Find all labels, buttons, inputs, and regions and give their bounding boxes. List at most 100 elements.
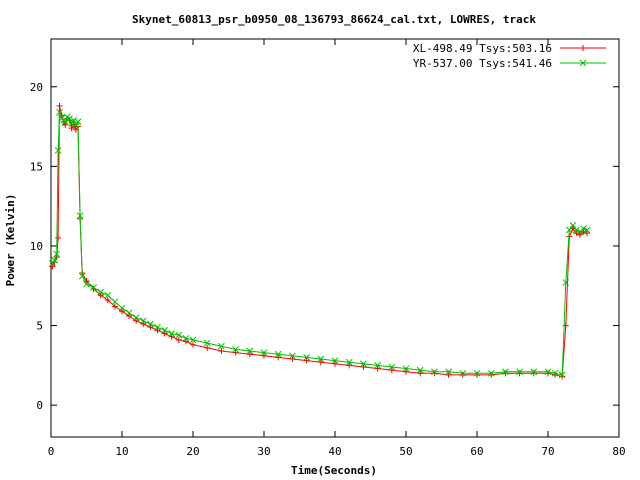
data-point [154,327,161,334]
y-tick-label: 20 [30,81,43,94]
data-point [569,221,577,229]
legend: XL-498.49 Tsys:503.16 YR-537.00 Tsys:541… [413,42,606,70]
data-point [49,263,56,270]
data-point [431,368,438,376]
data-point [53,250,61,258]
data-point [562,279,570,286]
x-tick-label: 20 [186,445,199,458]
series-yr [49,108,591,379]
x-tick-label: 60 [470,445,483,458]
data-point [303,357,310,364]
data-point [204,344,211,351]
data-point [360,363,367,370]
data-point [402,365,410,372]
data-point [289,355,296,362]
data-point [583,226,591,234]
data-point [111,298,119,306]
y-tick-label: 0 [36,399,43,412]
data-point [76,212,84,220]
data-point [558,371,566,379]
x-axis-label: Time(Seconds) [291,464,377,477]
data-point [445,371,452,378]
legend-label-xl: XL-498.49 Tsys:503.16 [413,42,552,55]
data-point [573,226,580,234]
data-point [132,314,140,321]
data-point [551,369,559,377]
data-point [417,370,424,377]
data-point [54,147,62,154]
data-point [445,368,452,376]
data-point [72,121,80,129]
data-point [487,369,495,377]
data-point [104,291,112,299]
data-point [261,352,267,359]
data-point [565,226,573,234]
data-point [154,323,161,331]
data-point [56,102,63,109]
data-point [175,336,182,343]
data-point [74,118,82,126]
data-point [126,313,133,320]
data-point [203,339,211,347]
x-axis: 0 10 20 30 40 50 60 70 80 [48,39,626,458]
y-tick-label: 5 [36,320,43,333]
data-point [345,358,353,366]
data-point [289,352,296,360]
data-point [147,320,154,328]
data-point [346,362,353,369]
data-point [189,336,197,344]
data-point [139,317,147,325]
x-tick-label: 0 [48,445,55,458]
data-point [516,368,523,376]
data-point [161,330,168,337]
data-point [66,115,73,122]
data-point [317,355,325,363]
data-point [232,346,239,353]
x-tick-label: 80 [612,445,625,458]
chart-title: Skynet_60813_psr_b0950_08_136793_86624_c… [132,13,536,26]
data-point [119,308,125,315]
data-point [274,350,282,358]
data-point [459,369,467,377]
data-point [55,235,62,241]
data-point [140,320,147,327]
data-point [168,333,175,340]
data-point [78,272,86,280]
data-point [190,341,196,348]
data-point [56,108,63,116]
y-tick-label: 15 [30,160,43,173]
data-point [317,359,324,366]
data-point [576,231,583,238]
data-point [388,363,396,371]
y-axis-label: Power (Kelvin) [4,194,17,287]
data-point [182,334,190,342]
data-point [49,260,56,267]
data-point [51,256,58,264]
data-point [104,297,111,304]
x-tick-label: 10 [115,445,128,458]
data-point [374,362,381,369]
data-point [161,326,168,334]
data-point [218,342,225,350]
legend-marker [579,59,587,67]
data-point [97,288,105,296]
data-point [584,230,591,237]
data-point [360,360,367,368]
y-axis: 0 5 10 15 20 [30,81,619,412]
data-point [473,369,481,377]
data-point [275,354,282,361]
legend-marker [580,45,586,51]
legend-label-yr: YR-537.00 Tsys:541.46 [413,57,552,70]
data-point [246,351,253,358]
data-point [182,338,189,345]
data-point [246,347,254,355]
series-layer [49,102,591,380]
data-point [331,357,339,364]
data-point [416,366,424,374]
data-point [68,125,75,132]
data-point [133,317,140,324]
data-point [388,367,395,374]
data-point [175,331,183,339]
